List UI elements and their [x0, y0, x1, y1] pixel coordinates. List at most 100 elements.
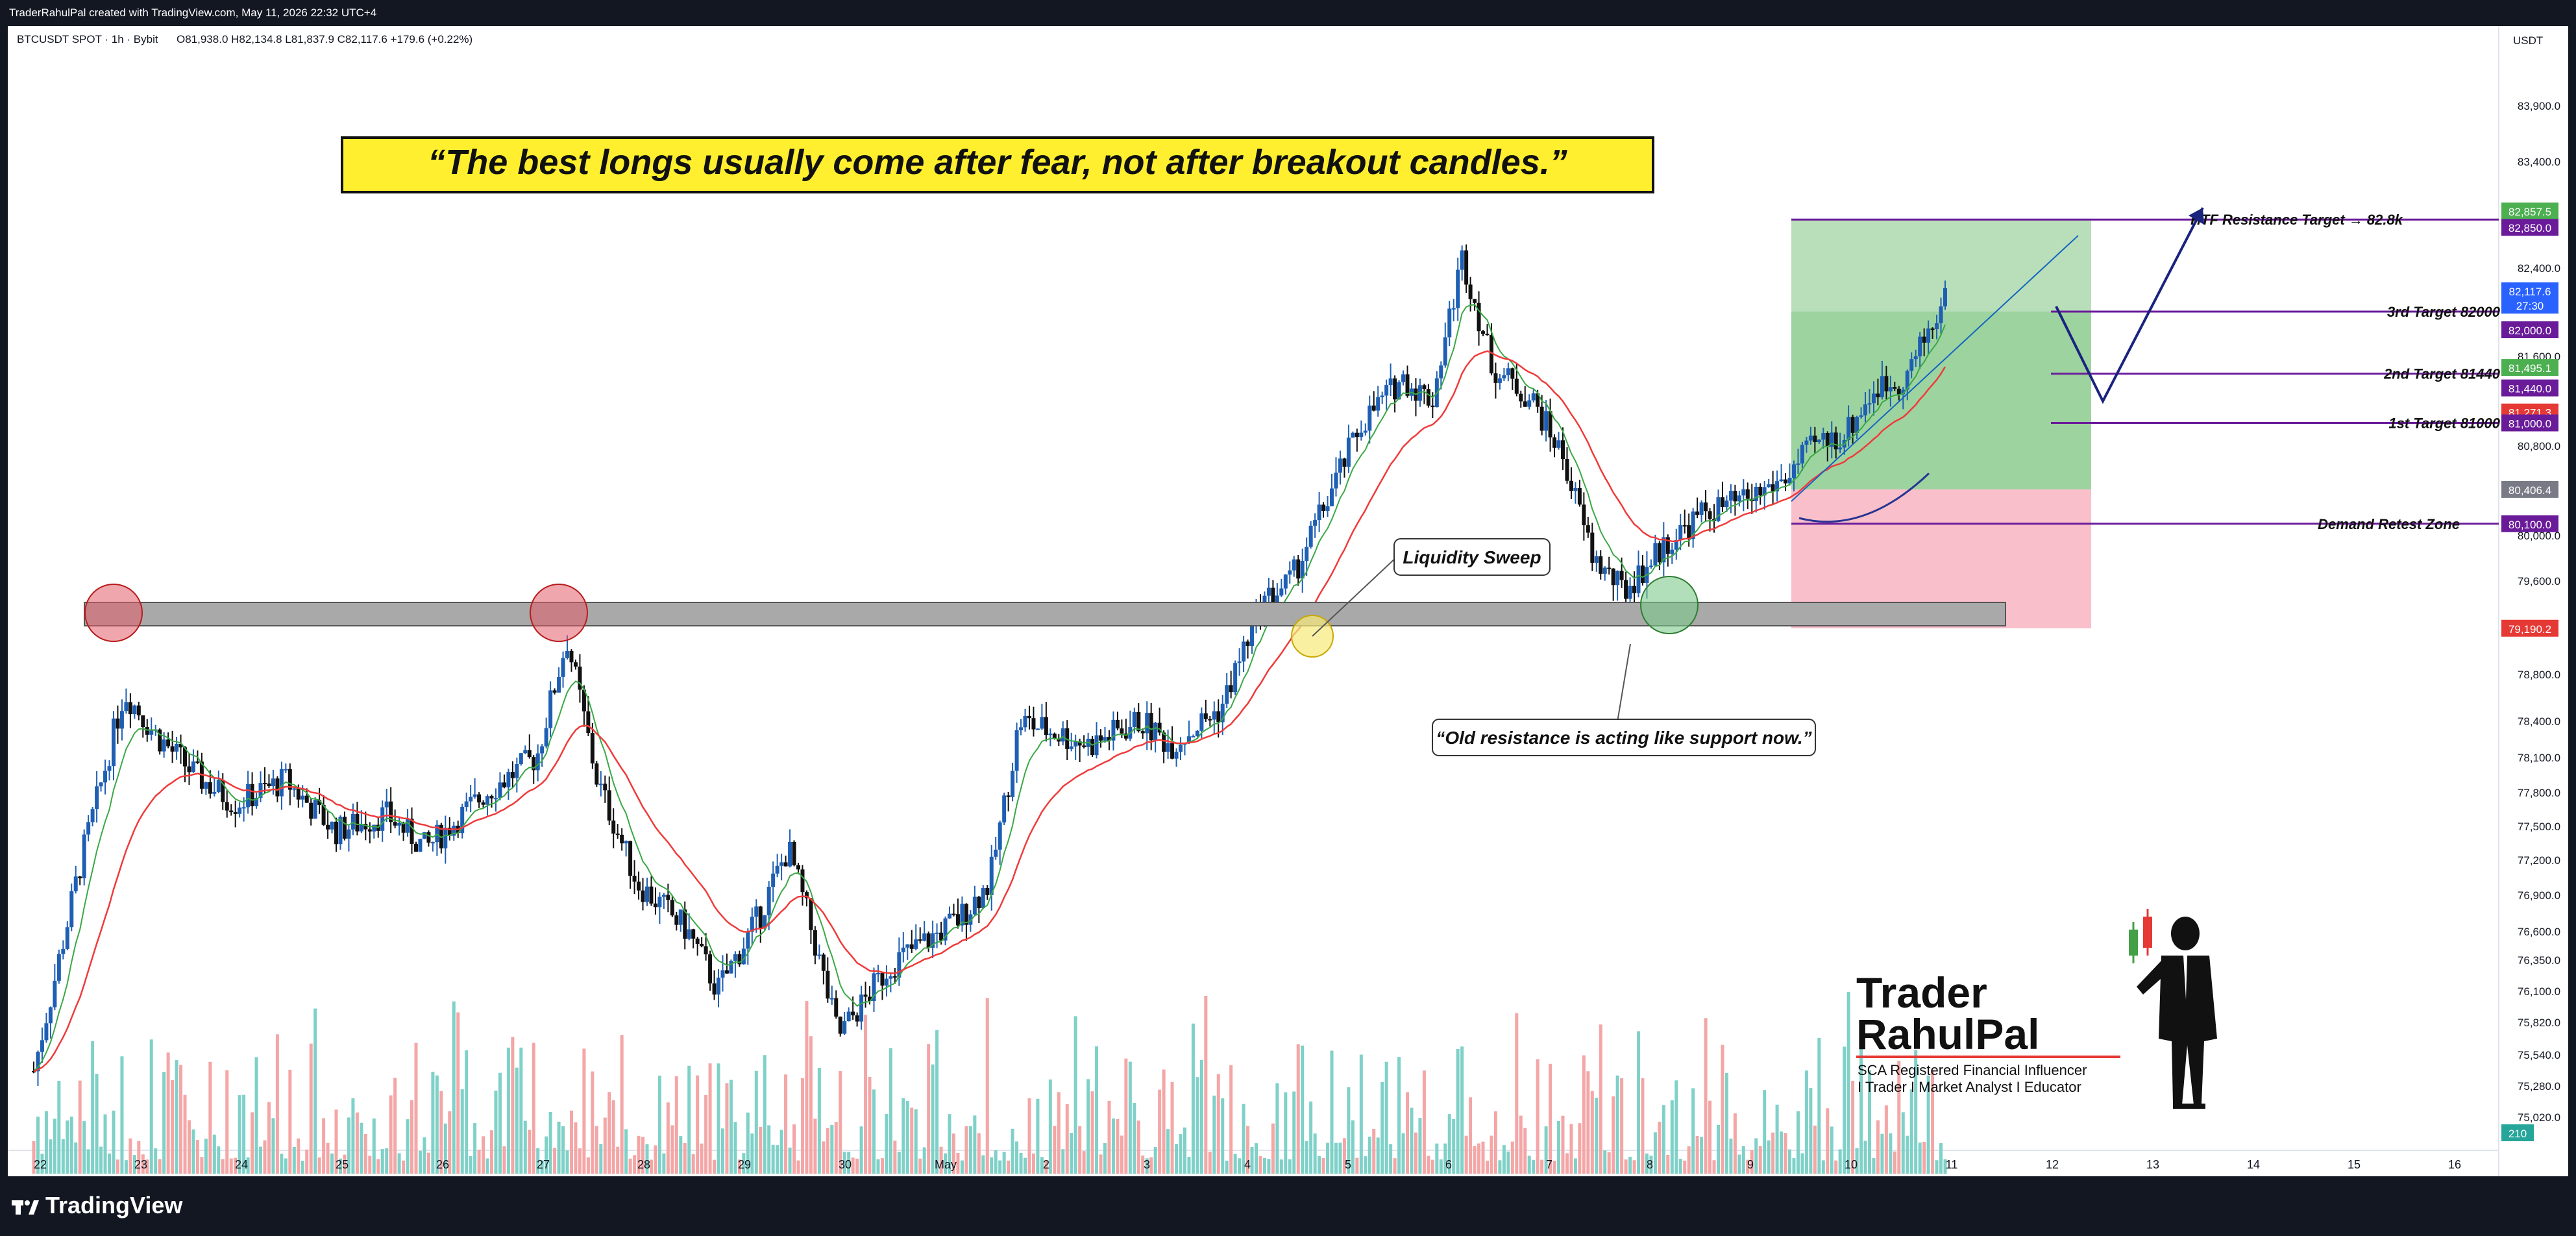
support-callout-box — [1432, 719, 1816, 756]
candle-body — [1506, 368, 1510, 376]
candle-body — [1662, 537, 1666, 563]
volume-bar — [1926, 1075, 1930, 1174]
candle-body — [1477, 303, 1481, 332]
volume-bar — [830, 1124, 834, 1174]
volume-bar — [1469, 1097, 1473, 1174]
trade-zones — [1791, 218, 2091, 628]
volume-bar — [1737, 1154, 1741, 1174]
price-badge — [2501, 219, 2558, 236]
time-axis[interactable]: 22 23 24 25 26 27 28 29 30 May 2 3 4 5 6 7 8 9 10 11 12 13 14 1… — [34, 1158, 2461, 1171]
candle-body — [1023, 715, 1027, 728]
candle-body — [1149, 713, 1153, 741]
candle-body — [1065, 728, 1070, 749]
price-badge — [2501, 359, 2558, 377]
price-tick-label: 76,350.0 — [2518, 954, 2560, 967]
candle-body — [1174, 752, 1179, 759]
candle-body — [1266, 587, 1271, 596]
candle-body — [1628, 586, 1632, 599]
volume-bar — [195, 1140, 199, 1174]
volume-bar — [380, 1149, 384, 1174]
time-tick-label: 5 — [1345, 1158, 1351, 1171]
candle-body — [951, 913, 956, 915]
volume-bar — [796, 1160, 800, 1174]
tradingview-brand[interactable]: TradingView — [12, 1192, 182, 1219]
candle-body — [95, 786, 99, 810]
volume-bar — [1741, 1146, 1745, 1174]
volume-bar — [1758, 1146, 1762, 1174]
candle-body — [1901, 389, 1906, 395]
resistance-support-band — [84, 602, 2006, 626]
candle-body — [1468, 284, 1473, 299]
candle-body — [989, 856, 994, 895]
volume-bar — [389, 1095, 393, 1174]
candle-body — [1611, 568, 1615, 586]
volume-bar — [548, 1111, 552, 1174]
candle-body — [804, 892, 809, 898]
target-levels: HTF Resistance Target → 82.8k 3rd Target … — [1791, 212, 2501, 532]
volume-bar — [557, 1121, 561, 1174]
candle-body — [1586, 525, 1590, 533]
candle-body — [1691, 511, 1695, 539]
volume-bar — [1380, 1082, 1384, 1174]
candle-body — [523, 750, 528, 754]
volume-bar — [1111, 1118, 1115, 1174]
candle-body — [578, 666, 582, 690]
volume-bar — [1590, 1091, 1594, 1174]
volume-bar — [1199, 1059, 1203, 1174]
volume-bar — [880, 1158, 884, 1174]
candle-body — [1140, 731, 1145, 734]
candle-body — [826, 970, 830, 999]
volume-bar — [74, 1142, 78, 1174]
candle-body — [414, 843, 418, 852]
candle-body — [225, 802, 229, 811]
chart-canvas[interactable]: BTCUSDT SPOT · 1h · Bybit O81,938.0 H82,… — [8, 26, 2568, 1176]
volume-bar — [666, 1102, 670, 1174]
candle-body — [1813, 435, 1817, 443]
volume-bar — [1099, 1154, 1103, 1174]
volume-bar — [494, 1091, 498, 1174]
price-badge — [2501, 480, 2558, 498]
candle-body — [1292, 559, 1296, 571]
time-tick-label: 15 — [2348, 1158, 2361, 1171]
volume-bar — [851, 1157, 855, 1174]
volume-bar — [1364, 1156, 1368, 1174]
volume-bar — [511, 1037, 515, 1174]
candle-body — [737, 954, 742, 965]
volume-bar — [1552, 1160, 1556, 1174]
volume-bar — [910, 1107, 914, 1174]
candle-body — [267, 783, 271, 786]
candle-body — [162, 739, 166, 752]
candle-body — [767, 887, 771, 915]
candle-body — [363, 824, 368, 830]
price-tick-label: 83,400.0 — [2518, 156, 2560, 168]
volume-bar — [187, 1120, 191, 1174]
price-tick-label: 77,200.0 — [2518, 854, 2560, 867]
price-axis[interactable]: 83,900.083,400.082,400.081,600.080,800.0… — [2501, 100, 2560, 1141]
volume-bar — [82, 1121, 86, 1174]
volume-bar — [1729, 1138, 1733, 1174]
volume-bar — [1204, 996, 1208, 1174]
time-tick-label: 12 — [2046, 1158, 2059, 1171]
time-tick-label: 4 — [1244, 1158, 1251, 1171]
quote-banner — [341, 136, 1654, 193]
volume-bar — [607, 1092, 611, 1174]
target-level-label: HTF Resistance Target → 82.8k — [2190, 212, 2404, 228]
volume-bar — [1208, 1152, 1212, 1174]
candle-body — [1388, 378, 1393, 386]
volume-bar — [1506, 1151, 1510, 1174]
candle-body — [603, 784, 607, 791]
candle-body — [1057, 738, 1061, 742]
candle-body — [1867, 403, 1872, 405]
volume-bar — [574, 1122, 578, 1174]
candle-body — [1556, 440, 1561, 448]
volume-bar — [1183, 1127, 1186, 1174]
volume-bar — [149, 1039, 153, 1174]
volume-bar — [1641, 1078, 1645, 1174]
volume-bar — [141, 1154, 145, 1174]
volume-bar — [49, 1139, 53, 1174]
volume-bar — [99, 1146, 103, 1174]
candle-body — [628, 841, 633, 876]
candle-body — [410, 819, 414, 844]
volume-bar — [1481, 1141, 1485, 1174]
candle-body — [909, 944, 914, 949]
